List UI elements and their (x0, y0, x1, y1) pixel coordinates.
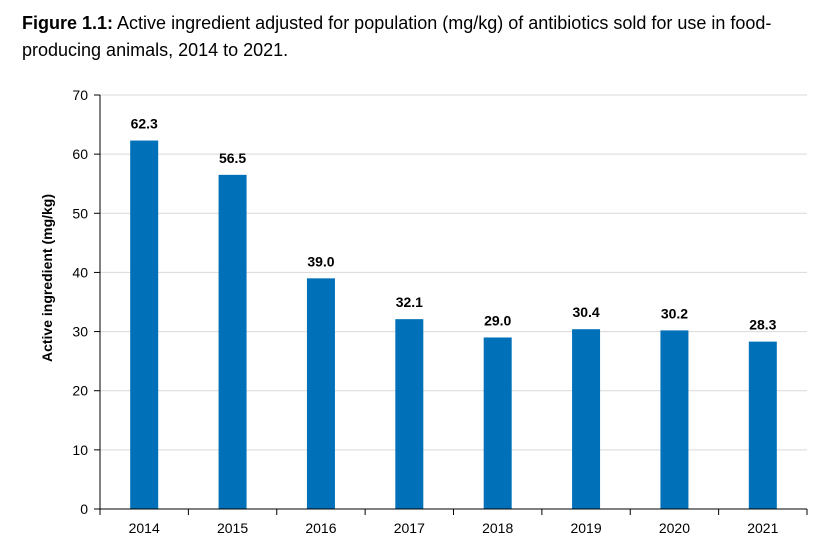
x-tick-label-2015: 2015 (217, 520, 248, 536)
x-tick-label-2016: 2016 (305, 520, 336, 536)
y-tick-label: 70 (72, 87, 88, 103)
x-tick-label-2018: 2018 (482, 520, 513, 536)
y-tick-label: 10 (72, 442, 88, 458)
x-tick-label-2014: 2014 (129, 520, 160, 536)
data-label-2019: 30.4 (572, 304, 599, 320)
bar-2020 (660, 330, 689, 509)
y-tick-label: 20 (72, 383, 88, 399)
data-label-2015: 56.5 (219, 150, 246, 166)
x-tick-label-2020: 2020 (659, 520, 690, 536)
bar-2016 (306, 278, 335, 509)
bar-2015 (218, 174, 247, 510)
bar-2021 (748, 341, 777, 509)
data-label-2020: 30.2 (661, 305, 688, 321)
data-label-2016: 39.0 (307, 253, 334, 269)
y-tick-label: 30 (72, 324, 88, 340)
y-tick-label: 60 (72, 146, 88, 162)
gridlines (100, 94, 807, 451)
figure-label: Figure 1.1: (22, 13, 114, 33)
data-label-2021: 28.3 (749, 317, 776, 333)
x-tick-label-2017: 2017 (394, 520, 425, 536)
bar-2017 (395, 319, 424, 509)
data-label-2014: 62.3 (131, 116, 158, 132)
axes (94, 94, 808, 515)
x-tick-label-2021: 2021 (747, 520, 778, 536)
data-label-2018: 29.0 (484, 312, 511, 328)
figure-caption-text: Active ingredient adjusted for populatio… (22, 13, 772, 60)
y-tick-label: 0 (80, 501, 88, 517)
bars (130, 140, 777, 510)
bar-2019 (572, 329, 601, 509)
data-label-2017: 32.1 (396, 294, 423, 310)
labels: 0 10 20 30 40 50 60 70 62.3 2014 56.5 2015 39.0 2016 3… (72, 87, 778, 536)
y-tick-label: 50 (72, 205, 88, 221)
figure-caption: Figure 1.1: Active ingredient adjusted f… (22, 10, 822, 64)
x-tick-label-2019: 2019 (570, 520, 601, 536)
bar-2018 (483, 337, 512, 509)
y-axis-title: Active ingredient (mg/kg) (39, 194, 55, 362)
y-tick-label: 40 (72, 264, 88, 280)
bar-2014 (130, 140, 159, 510)
